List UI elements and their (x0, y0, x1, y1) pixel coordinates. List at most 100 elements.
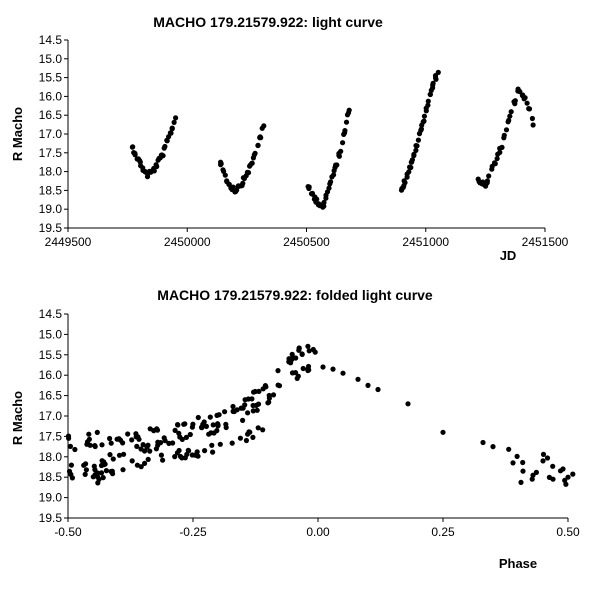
folded-light-curve-point (134, 443, 140, 449)
folded-light-curve-point (189, 452, 195, 458)
folded-light-curve-point (570, 471, 576, 477)
folded-light-curve-panel: MACHO 179.21579.922: folded light curve … (10, 287, 580, 571)
light-curve-point (492, 161, 498, 167)
light-curve-x-tick-label: 2451500 (522, 235, 569, 249)
folded-light-curve-point (222, 409, 228, 415)
folded-light-curve-y-tick-label: 15.5 (39, 348, 63, 362)
folded-light-curve-point (160, 457, 166, 463)
folded-light-curve-point (305, 343, 311, 349)
folded-light-curve-point (340, 370, 346, 376)
folded-light-curve-point (133, 434, 139, 440)
light-curve-point (517, 89, 523, 95)
folded-light-curve-y-tick-label: 14.5 (39, 307, 63, 321)
folded-light-curve-point (140, 442, 146, 448)
light-curve-point (342, 128, 348, 134)
folded-light-curve-x-tick-label: -0.25 (179, 525, 207, 539)
folded-light-curve-point (540, 451, 547, 457)
folded-light-curve-y-tick-label: 19.5 (39, 511, 63, 525)
folded-light-curve-point (170, 440, 176, 446)
light-curve-point (160, 153, 166, 159)
folded-light-curve-point (103, 468, 109, 474)
light-curve-x-tick-label: 2451000 (402, 235, 449, 249)
folded-light-curve-point (490, 444, 496, 450)
light-curve-x-tick-label: 2449500 (45, 235, 92, 249)
folded-light-curve-point (300, 365, 306, 372)
light-curve-y-ticks: 14.5 15.0 15.5 16.0 16.5 17.0 17.5 18.0 18.5 19.0… (39, 33, 68, 235)
folded-light-curve-point (72, 446, 78, 453)
light-curve-point (258, 135, 264, 141)
folded-light-curve-point (177, 434, 183, 440)
light-curve-point (415, 137, 421, 143)
folded-light-curve-point (375, 386, 381, 393)
light-curve-point (406, 169, 412, 175)
folded-light-curve-point (172, 427, 178, 433)
light-curve-point (421, 118, 427, 124)
folded-light-curve-y-tick-label: 15.0 (39, 327, 63, 341)
folded-light-curve-point (108, 468, 114, 475)
folded-light-curve-point (84, 441, 90, 447)
light-curve-point (306, 185, 312, 192)
light-curve-point (129, 144, 135, 150)
folded-light-curve-point (217, 441, 223, 447)
folded-light-curve-y-tick-label: 17.0 (39, 409, 63, 423)
folded-light-curve-point (266, 399, 272, 405)
folded-light-curve-point (94, 474, 101, 480)
light-curve-point (499, 144, 505, 150)
folded-light-curve-point (520, 459, 526, 466)
light-curve-y-tick-label: 17.5 (39, 146, 63, 160)
folded-light-curve-point (155, 439, 161, 445)
folded-light-curve-point (305, 367, 311, 374)
folded-light-curve-y-ticks: 14.5 15.0 15.5 16.0 16.5 17.0 17.5 18.0 18.5 19.0… (39, 307, 68, 525)
folded-light-curve-point (299, 351, 305, 357)
folded-light-curve-point (250, 408, 256, 414)
folded-light-curve-point (83, 467, 89, 473)
folded-light-curve-point (129, 437, 135, 443)
folded-light-curve-point (518, 479, 524, 485)
folded-light-curve-point (94, 429, 100, 435)
folded-light-curve-point (229, 440, 235, 446)
folded-light-curve-point (187, 431, 193, 438)
folded-light-curve-point (544, 455, 551, 461)
folded-light-curve-point (510, 460, 516, 466)
light-curve-point (164, 138, 170, 144)
light-curve-point (506, 117, 512, 123)
folded-light-curve-point (330, 366, 336, 372)
light-curve-y-tick-label: 16.0 (39, 89, 63, 103)
folded-light-curve-point (151, 428, 157, 434)
folded-light-curve-point (249, 396, 255, 402)
folded-light-curve-point (107, 435, 113, 442)
folded-light-curve-point (145, 456, 151, 462)
folded-light-curve-point (292, 370, 299, 376)
folded-light-curve-point (260, 427, 266, 433)
light-curve-point (404, 174, 410, 180)
folded-light-curve-y-tick-label: 16.5 (39, 389, 63, 403)
folded-light-curve-point (306, 348, 312, 354)
folded-light-curve-point (310, 346, 316, 353)
folded-light-curve-point (86, 431, 92, 437)
folded-light-curve-point (116, 452, 123, 458)
light-curve-point (433, 76, 439, 82)
folded-light-curve-point (181, 421, 187, 427)
folded-light-curve-point (243, 437, 249, 444)
folded-light-curve-point (179, 455, 185, 461)
light-curve-point (230, 184, 236, 190)
folded-light-curve-point (263, 384, 269, 390)
folded-light-curve-point (234, 407, 240, 413)
folded-light-curve-y-tick-label: 19.0 (39, 491, 63, 505)
light-curve-y-tick-label: 19.5 (39, 221, 63, 235)
folded-light-curve-point (202, 448, 208, 454)
folded-light-curve-point (255, 425, 261, 431)
folded-light-curve-point (185, 447, 191, 453)
light-curve-point (526, 106, 533, 112)
folded-light-curve-point (216, 412, 222, 418)
folded-light-curve-y-tick-label: 18.0 (39, 450, 63, 464)
folded-light-curve-point (211, 430, 217, 436)
folded-light-curve-point (68, 462, 74, 468)
folded-light-curve-point (107, 452, 113, 458)
folded-light-curve-point (546, 474, 553, 480)
folded-light-curve-ylabel: R Macho (10, 391, 25, 445)
light-curve-point (427, 91, 433, 98)
light-curve-point (507, 113, 513, 119)
folded-light-curve-point (189, 424, 195, 430)
folded-light-curve-point (286, 356, 292, 362)
